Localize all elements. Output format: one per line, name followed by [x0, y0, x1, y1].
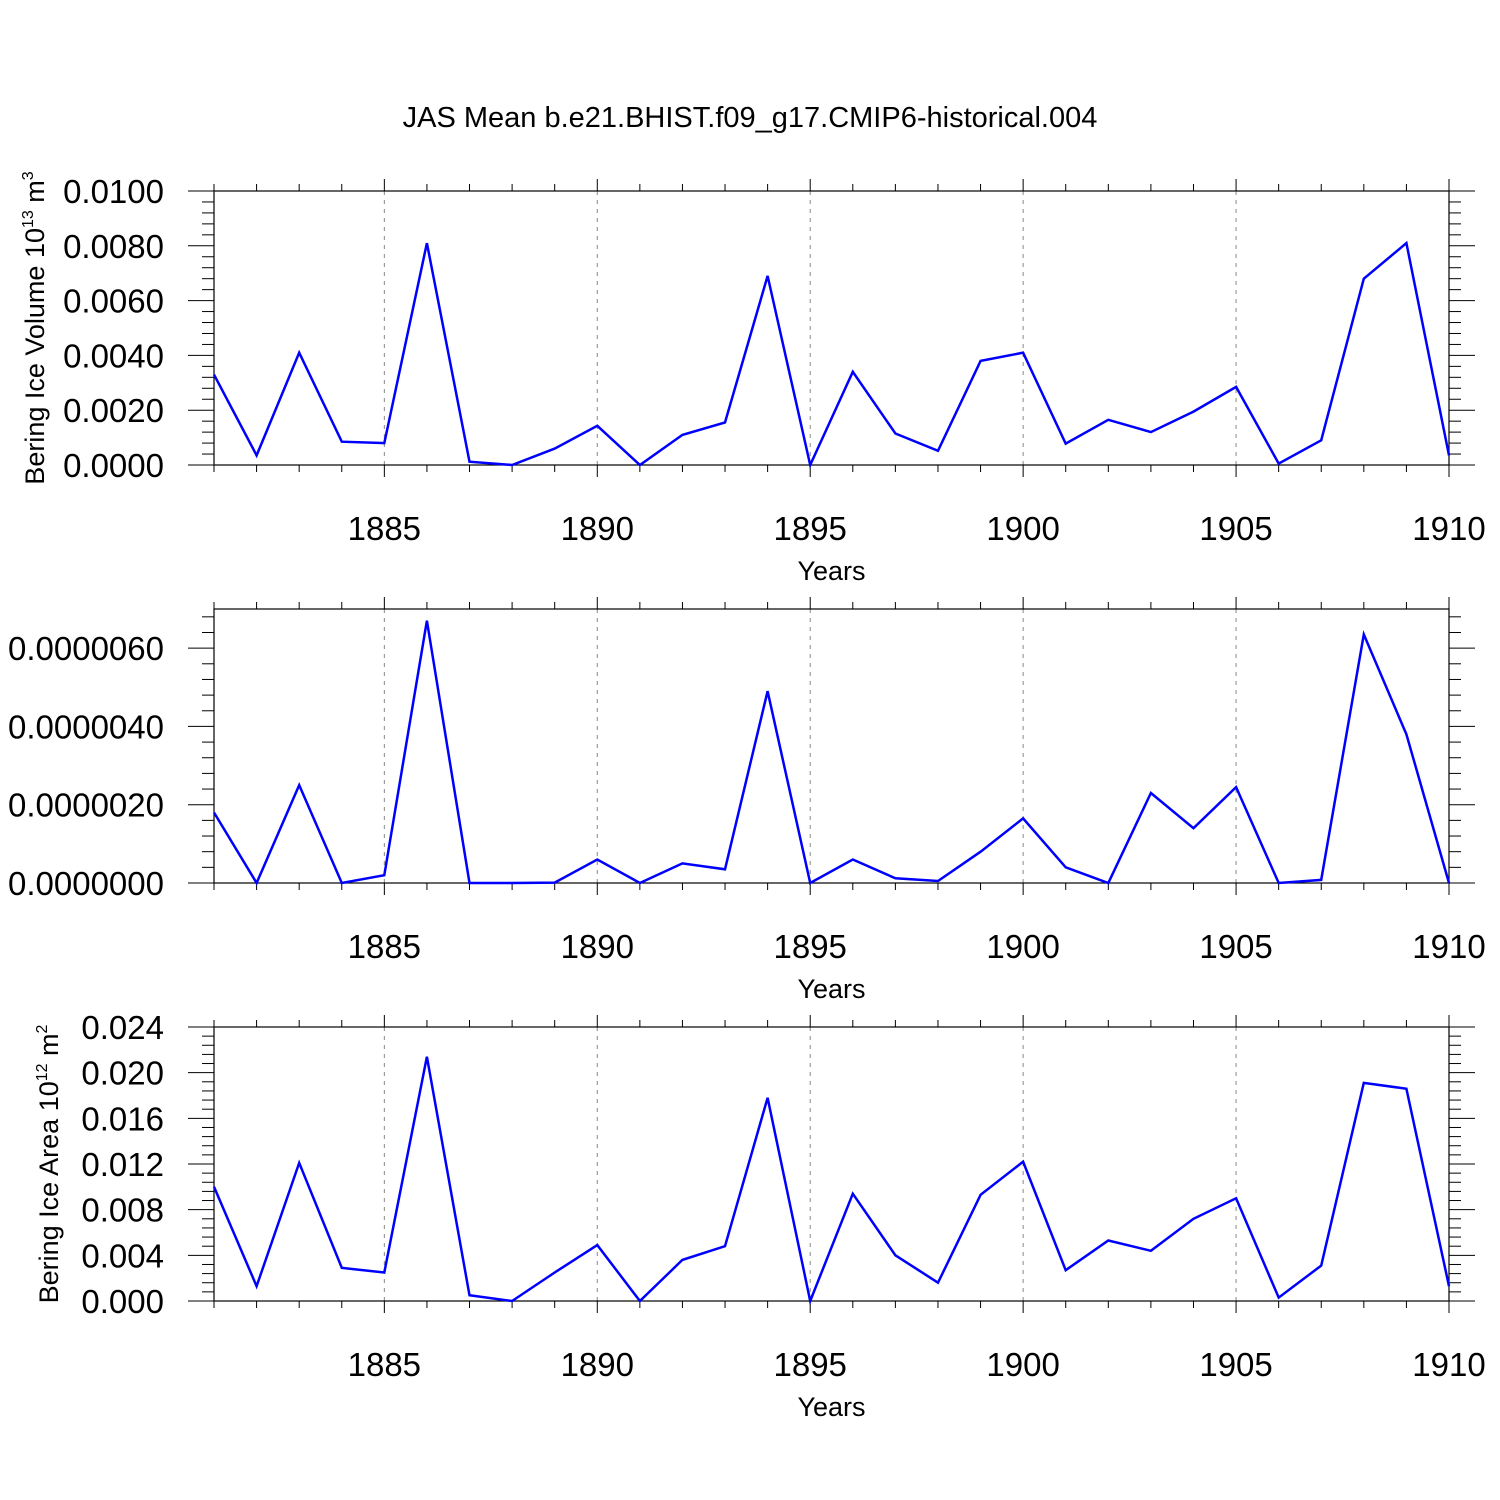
figure-title: JAS Mean b.e21.BHIST.f09_g17.CMIP6-histo…: [403, 102, 1098, 134]
x-tick-label: 1905: [1199, 928, 1272, 965]
x-tick-label: 1900: [986, 510, 1059, 547]
x-axis-title: Years: [797, 1392, 865, 1422]
plot-frame: [213, 190, 1450, 466]
y-tick-label: 0.000: [81, 1283, 164, 1320]
x-tick-label: 1895: [773, 1346, 846, 1383]
panel-ice-area: 0.000 0.004 0.008 0.012 0.016 0.020 0.024 1885 1…: [34, 1009, 1486, 1422]
y-axis-title: Bering Ice Volume 1013 m3: [20, 171, 50, 484]
y-tick-label: 0.0020: [63, 392, 164, 429]
y-tick-label: 0.024: [81, 1009, 164, 1046]
x-tick-label: 1895: [773, 928, 846, 965]
y-tick-label: 0.0040: [63, 337, 164, 374]
x-tick-label: 1890: [561, 1346, 634, 1383]
x-tick-label: 1890: [561, 928, 634, 965]
series-line: [212, 1056, 1451, 1306]
x-tick-label: 1900: [986, 928, 1059, 965]
x-tick-label: 1910: [1412, 928, 1485, 965]
x-tick-label: 1885: [348, 510, 421, 547]
y-tick-label: 0.004: [81, 1237, 164, 1274]
y-tick-label: 0.020: [81, 1055, 164, 1092]
x-tick-label: 1910: [1412, 510, 1485, 547]
x-tick-label: 1895: [773, 510, 846, 547]
x-tick-label: 1890: [561, 510, 634, 547]
y-tick-label: 0.0000000: [8, 865, 164, 902]
panel-middle: 0.0000000 0.0000020 0.0000040 0.0000060 1885…: [8, 597, 1486, 1004]
x-tick-label: 1910: [1412, 1346, 1485, 1383]
y-tick-label: 0.0080: [63, 228, 164, 265]
x-axis-title: Years: [797, 974, 865, 1004]
series-line: [212, 620, 1451, 886]
y-tick-label: 0.0000040: [8, 708, 164, 745]
y-tick-label: 0.0000060: [8, 630, 164, 667]
x-axis-title: Years: [797, 556, 865, 586]
y-tick-label: 0.0000: [63, 447, 164, 484]
y-tick-label: 0.012: [81, 1146, 164, 1183]
y-tick-label: 0.0100: [63, 173, 164, 210]
x-tick-label: 1905: [1199, 510, 1272, 547]
y-tick-label: 0.0060: [63, 283, 164, 320]
x-tick-label: 1905: [1199, 1346, 1272, 1383]
x-tick-label: 1885: [348, 928, 421, 965]
y-tick-label: 0.008: [81, 1192, 164, 1229]
y-tick-label: 0.0000020: [8, 787, 164, 824]
plot-frame: [213, 608, 1450, 884]
series-line: [212, 240, 1451, 469]
y-tick-label: 0.016: [81, 1100, 164, 1137]
y-axis-title: Bering Ice Area 1012 m2: [34, 1024, 64, 1303]
x-tick-label: 1885: [348, 1346, 421, 1383]
panel-ice-volume: 0.0000 0.0020 0.0040 0.0060 0.0080 0.0100 1885…: [20, 171, 1486, 586]
x-tick-label: 1900: [986, 1346, 1059, 1383]
